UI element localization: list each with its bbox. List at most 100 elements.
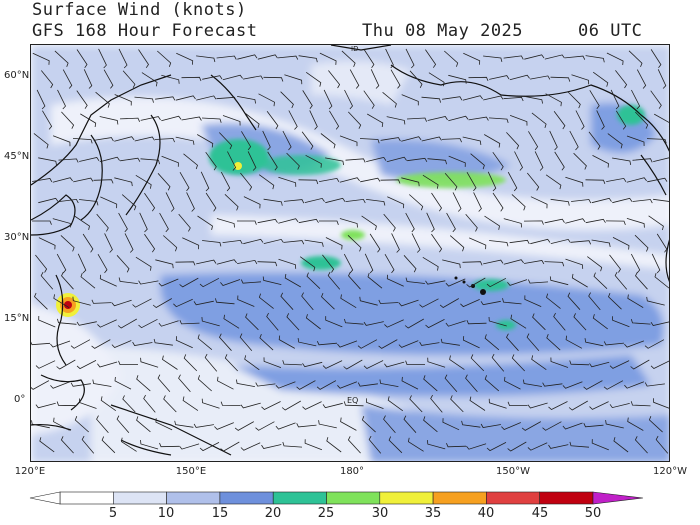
wind-barb: [634, 234, 649, 252]
wind-barb: [157, 374, 171, 393]
wind-barb: [527, 402, 548, 409]
wind-barb: [104, 233, 113, 253]
wind-barb: [134, 96, 154, 103]
wind-barb: [52, 177, 73, 183]
wind-barb: [101, 436, 116, 454]
wind-barb: [571, 199, 592, 204]
wind-barb: [549, 276, 569, 286]
wind-barb: [305, 71, 322, 87]
wind-barb: [280, 91, 294, 109]
wind-barb: [506, 333, 519, 351]
wind-barb: [348, 272, 361, 290]
wind-barb: [391, 233, 400, 253]
wind-barb: [275, 422, 296, 430]
wind-barb: [465, 374, 478, 393]
wind-barb: [58, 158, 79, 163]
wind-barb: [445, 320, 466, 327]
colorbar-label-40: 40: [477, 506, 495, 521]
wind-barb: [176, 52, 194, 65]
wind-barb: [199, 442, 220, 452]
wind-barb: [240, 279, 262, 284]
wind-barb: [155, 96, 176, 101]
wind-barb: [357, 382, 378, 387]
wind-barb: [236, 379, 255, 387]
wind-barb: [345, 198, 366, 204]
wind-barb: [175, 261, 196, 266]
lat-label-30n: 30°N: [4, 232, 30, 243]
wind-barb: [492, 151, 504, 171]
wind-barb: [405, 360, 425, 365]
wind-barb: [549, 130, 558, 151]
wind-barb: [278, 218, 299, 224]
wind-barb: [220, 401, 241, 406]
wind-barb: [530, 196, 548, 209]
wind-barb: [609, 360, 630, 369]
wind-barb: [306, 272, 321, 289]
wind-barb: [398, 299, 419, 307]
wind-barb: [489, 240, 509, 247]
wind-barb: [120, 157, 141, 162]
wind-barb: [509, 239, 530, 245]
wind-barb: [465, 213, 478, 232]
wind-barb: [531, 112, 547, 129]
wind-barb: [484, 334, 500, 351]
map-title: Surface Wind (knots): [32, 0, 247, 20]
wind-barb: [159, 212, 169, 233]
wind-barb: [627, 417, 644, 431]
wind-barb: [339, 218, 358, 228]
wind-barb: [592, 314, 608, 330]
wind-barb: [378, 299, 399, 304]
wind-barb: [309, 110, 318, 130]
colorbar-box: [379, 491, 434, 505]
lat-label-15n: 15°N: [4, 313, 30, 324]
wind-barb: [609, 403, 630, 409]
wind-barb: [624, 340, 645, 348]
wind-barb: [42, 110, 53, 130]
wind-barb: [162, 355, 178, 370]
wind-barb: [488, 398, 507, 409]
wind-barb: [653, 398, 669, 409]
hawaii-islands: [454, 276, 486, 295]
wind-barb: [401, 94, 419, 106]
wind-barb: [565, 335, 583, 349]
wind-barb: [444, 374, 458, 393]
wind-barb: [201, 317, 220, 327]
wind-barb: [241, 131, 252, 151]
wind-barb: [655, 435, 669, 454]
wind-barb: [31, 380, 50, 390]
wind-barb: [627, 294, 644, 308]
wind-barb: [79, 199, 99, 206]
wind-barb: [257, 261, 278, 267]
wind-barb: [263, 357, 282, 368]
wind-barb: [325, 237, 343, 250]
wind-barb: [301, 292, 314, 311]
wind-barb: [630, 401, 651, 407]
wind-barb: [553, 312, 566, 331]
wind-barb: [430, 394, 443, 413]
wind-barb: [565, 176, 584, 187]
colorbar-box: [166, 491, 221, 505]
colorbar-box: [539, 491, 594, 505]
wind-barb: [80, 272, 96, 289]
colorbar-label-30: 30: [371, 506, 389, 521]
wind-barb: [626, 177, 647, 183]
wind-barb: [480, 423, 501, 428]
wind-barb: [583, 380, 603, 390]
wind-barb: [327, 271, 341, 290]
wind-barb: [573, 313, 587, 331]
wind-barb: [281, 400, 301, 411]
wind-barb: [550, 198, 570, 206]
wind-barb: [589, 361, 610, 368]
wind-barb: [591, 239, 611, 247]
wind-barb: [507, 441, 527, 452]
wind-barb: [38, 315, 56, 328]
wind-barb: [343, 359, 363, 370]
wind-barb: [585, 55, 605, 63]
wind-barb: [589, 401, 609, 410]
colorbar-max-arrow: [592, 491, 644, 505]
wind-barb: [527, 279, 549, 284]
wind-barb: [444, 172, 458, 191]
wind-barb: [135, 256, 152, 271]
wind-barb: [70, 339, 91, 349]
wind-barb: [646, 296, 665, 306]
